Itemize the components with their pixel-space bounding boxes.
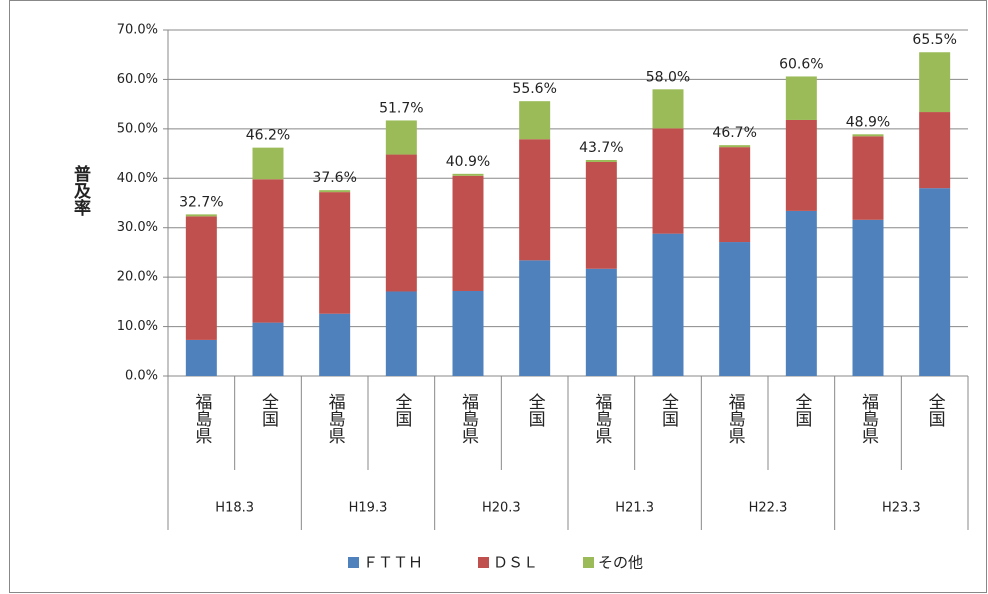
total-label: 37.6% [312,170,356,186]
y-tick-label: 30.0% [117,220,158,235]
bar-segment [452,173,484,176]
legend-swatch [348,557,359,568]
bar-segment [519,101,551,140]
bar-segment [519,260,551,376]
bar-segment [185,216,217,340]
bar-segment [652,89,684,129]
total-label: 55.6% [512,81,556,97]
total-label: 46.2% [246,128,290,144]
group-label: H22.3 [749,501,788,516]
chart-frame [9,0,987,593]
y-tick-label: 0.0% [125,369,158,384]
x-tick-label: 全国 [525,393,546,427]
bar-segment [585,268,617,376]
x-tick-label: 全国 [658,393,679,427]
legend-swatch [478,557,489,568]
bar-segment [585,161,617,269]
bar-segment [919,112,951,189]
x-tick-label: 全国 [391,393,412,427]
bar-segment [385,120,417,155]
bar-segment [785,210,817,376]
bar-segment [585,159,617,162]
bar-segment [385,154,417,292]
group-label: H21.3 [615,501,654,516]
bar-segment [919,188,951,376]
total-label: 40.9% [446,154,490,170]
group-label: H23.3 [882,501,921,516]
y-tick-label: 70.0% [117,23,158,38]
bar-segment [852,134,884,137]
x-tick-label: 全国 [791,393,812,427]
y-tick-label: 40.0% [117,171,158,186]
legend-label: ＦＴＴＨ [363,554,423,572]
bar-segment [252,147,284,180]
total-label: 46.7% [712,125,756,141]
x-tick-label: 福島県 [725,393,746,444]
total-label: 65.5% [912,32,956,48]
total-label: 60.6% [779,56,823,72]
x-tick-label: 福島県 [325,393,346,444]
legend-swatch [583,557,594,568]
y-tick-label: 20.0% [117,270,158,285]
group-label: H18.3 [215,501,254,516]
legend-label: その他 [598,554,643,572]
bar-segment [252,179,284,323]
bar-segment [785,119,817,211]
bar-segment [785,76,817,120]
bar-segment [319,313,351,376]
bar-segment [852,219,884,376]
bar-segment [719,242,751,376]
bar-segment [652,128,684,234]
x-tick-label: 福島県 [591,393,612,444]
bar-segment [252,322,284,376]
bar-segment [919,52,951,113]
bar-segment [452,175,484,291]
group-label: H19.3 [349,501,388,516]
x-tick-label: 福島県 [858,393,879,444]
y-tick-label: 50.0% [117,121,158,136]
bar-segment [719,145,751,148]
bar-segment [185,214,217,217]
bar-segment [452,290,484,376]
total-label: 32.7% [179,194,223,210]
total-label: 51.7% [379,100,423,116]
bar-segment [319,190,351,193]
bar-segment [185,339,217,376]
y-tick-label: 60.0% [117,72,158,87]
y-axis-label: 普及率 [70,164,91,217]
bar-segment [519,139,551,261]
legend-label: ＤＳＬ [493,554,538,572]
bar-segment [652,233,684,376]
x-tick-label: 福島県 [458,393,479,444]
y-tick-label: 10.0% [117,319,158,334]
bar-segment [385,291,417,376]
x-tick-label: 福島県 [191,393,212,444]
bar-segment [852,136,884,220]
bar-segment [719,147,751,243]
total-label: 48.9% [846,114,890,130]
x-tick-label: 全国 [925,393,946,427]
bar-segment [319,192,351,314]
group-label: H20.3 [482,501,521,516]
total-label: 58.0% [646,69,690,85]
total-label: 43.7% [579,140,623,156]
x-tick-label: 全国 [258,393,279,427]
